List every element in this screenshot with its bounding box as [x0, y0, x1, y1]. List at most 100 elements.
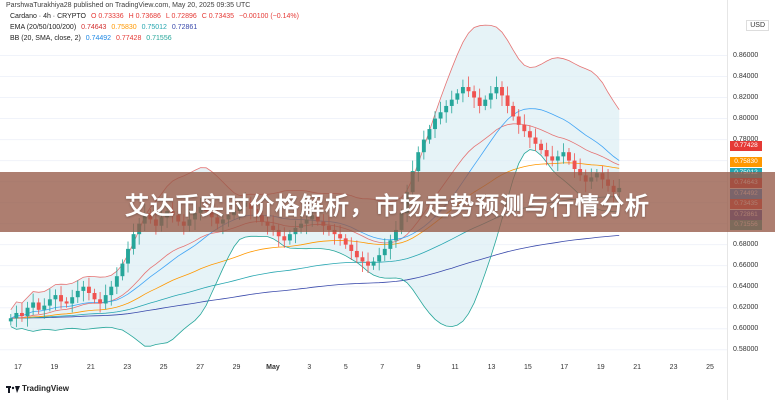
legend-bb-row: BB (20, SMA, close, 2) 0.74492 0.77428 0…	[10, 35, 175, 42]
candle-body	[382, 248, 387, 256]
date-tick-label: 5	[343, 364, 348, 371]
price-tick-label: 0.68000	[733, 240, 759, 248]
date-tick-label: 11	[451, 364, 459, 371]
candle-body	[343, 238, 348, 245]
date-tick-label: 13	[487, 364, 496, 371]
candle-body	[444, 105, 449, 113]
candle-body	[421, 139, 426, 153]
date-tick-label: 21	[633, 364, 642, 371]
candle-body	[477, 97, 482, 106]
date-tick-label: 27	[196, 364, 204, 371]
candle-body	[533, 137, 538, 144]
price-badge: 0.77428	[730, 140, 762, 151]
candle-body	[572, 160, 577, 169]
candle-body	[360, 257, 365, 262]
candle-body	[8, 318, 13, 322]
candle-body	[544, 150, 549, 157]
candle-body	[561, 152, 566, 157]
legend-ema-title[interactable]: EMA (20/50/100/200)	[10, 24, 77, 31]
legend-ema-50: 0.75830	[111, 24, 137, 31]
candle-body	[371, 261, 376, 266]
candle-body	[14, 312, 19, 319]
candle-body	[31, 302, 36, 308]
candle-body	[522, 124, 527, 132]
date-tick-label: 7	[380, 364, 385, 371]
candle-body	[539, 143, 544, 151]
candle-body	[354, 250, 359, 258]
published-line: ParshwaTurakhiya28 published on TradingV…	[6, 2, 251, 9]
candle-body	[282, 236, 287, 241]
date-tick-label: 19	[50, 364, 59, 371]
candle-body	[494, 87, 499, 94]
legend-change: −0.00100 (−0.14%)	[238, 13, 299, 20]
legend-symbol-row: Cardano · 4h · CRYPTO O 0.73336 H 0.7368…	[10, 13, 302, 20]
price-tick-label: 0.62000	[733, 303, 759, 311]
candle-body	[98, 299, 103, 304]
tradingview-logo-icon	[6, 386, 20, 393]
candle-body	[377, 255, 382, 262]
candle-body	[86, 286, 91, 293]
candle-body	[388, 240, 393, 249]
candle-body	[483, 99, 488, 106]
candle-body	[455, 93, 460, 100]
legend-symbol[interactable]: Cardano · 4h · CRYPTO	[10, 13, 86, 20]
legend-ema-20: 0.74643	[81, 24, 107, 31]
legend-bb-title[interactable]: BB (20, SMA, close, 2)	[10, 35, 81, 42]
candle-body	[466, 87, 471, 92]
date-tick-label: 23	[669, 364, 678, 371]
legend-bb-basis: 0.74492	[85, 35, 112, 42]
bollinger-lower-line	[10, 149, 620, 347]
candle-body	[472, 91, 477, 98]
candle-body	[567, 152, 571, 161]
candle-body	[109, 286, 114, 296]
date-tick-label: 17	[560, 364, 569, 371]
candle-body	[449, 99, 454, 106]
candle-body	[70, 297, 75, 304]
candle-body	[114, 276, 119, 287]
legend-open: O 0.73336	[90, 13, 124, 20]
ema-200-line	[10, 235, 620, 319]
price-tick-label: 0.66000	[733, 261, 759, 269]
candle-body	[53, 295, 58, 300]
price-tick-label: 0.58000	[733, 345, 759, 353]
price-tick-label: 0.60000	[733, 324, 759, 332]
candle-body	[555, 156, 560, 161]
date-tick-label: 19	[596, 364, 605, 371]
candle-body	[92, 293, 97, 300]
candle-body	[25, 307, 30, 317]
date-tick-label: 3	[307, 364, 312, 371]
candle-body	[505, 95, 510, 106]
candle-body	[103, 295, 108, 304]
date-tick-label: 9	[416, 364, 421, 371]
candle-body	[488, 93, 493, 100]
legend-ema-200: 0.72861	[171, 24, 198, 31]
candle-body	[64, 301, 69, 304]
legend-close: C 0.73435	[201, 13, 235, 20]
currency-selector[interactable]: USD	[746, 20, 769, 31]
candle-body	[332, 229, 337, 235]
tradingview-brand[interactable]: TradingView	[22, 384, 69, 393]
price-badge: 0.75830	[730, 157, 762, 168]
legend-ema-100: 0.75012	[141, 24, 167, 31]
candle-body	[527, 131, 532, 138]
candle-body	[36, 302, 41, 310]
banner-title: 艾达币实时价格解析，市场走势预测与行情分析	[125, 192, 650, 220]
price-tick-label: 0.86000	[733, 51, 759, 59]
candle-body	[276, 229, 281, 237]
candle-body	[500, 87, 504, 96]
candle-body	[42, 305, 47, 310]
candle-body	[131, 234, 136, 249]
candle-body	[338, 234, 343, 239]
candle-body	[433, 118, 437, 130]
candle-body	[438, 112, 443, 119]
candle-body	[20, 312, 24, 317]
price-tick-label: 0.80000	[733, 114, 759, 122]
date-tick-label: 25	[159, 364, 168, 371]
candle-body	[126, 248, 130, 264]
candle-body	[460, 87, 465, 94]
candle-body	[393, 229, 398, 241]
legend-high: H 0.73686	[128, 13, 161, 20]
candle-body	[81, 286, 86, 291]
